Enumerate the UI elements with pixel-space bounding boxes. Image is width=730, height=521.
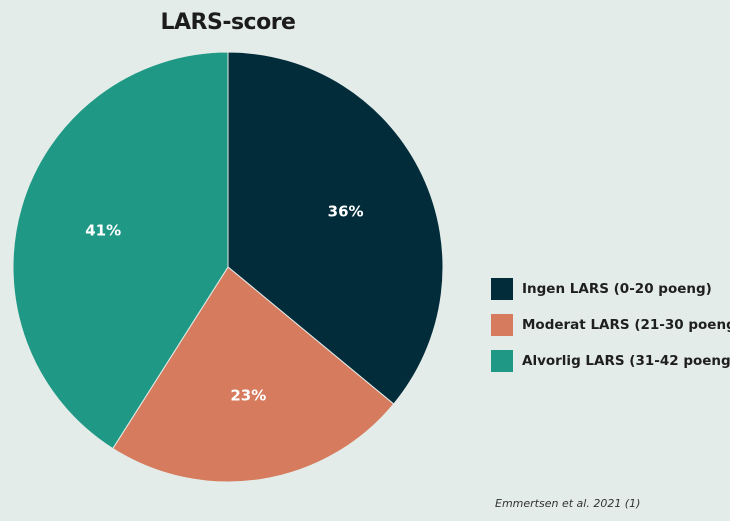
source-note: Emmertsen et al. 2021 (1) bbox=[495, 497, 641, 510]
pie-slice-moderat bbox=[112, 266, 395, 483]
legend-label-alvorlig: Alvorlig LARS (31-42 poeng) bbox=[522, 353, 730, 369]
legend: Ingen LARS (0-20 poeng) Moderat LARS (21… bbox=[491, 277, 730, 385]
slice-label-alvorlig: 41% bbox=[85, 222, 121, 240]
legend-item-moderat: Moderat LARS (21-30 poeng) bbox=[491, 313, 730, 337]
slice-label-ingen: 36% bbox=[328, 203, 364, 221]
chart-title: LARS-score bbox=[160, 10, 296, 35]
pie-slice-ingen bbox=[227, 51, 444, 405]
legend-label-ingen: Ingen LARS (0-20 poeng) bbox=[522, 281, 712, 297]
legend-swatch-alvorlig bbox=[491, 350, 513, 372]
legend-label-moderat: Moderat LARS (21-30 poeng) bbox=[522, 317, 730, 333]
slice-label-moderat: 23% bbox=[230, 386, 266, 404]
pie-slice-alvorlig bbox=[12, 51, 229, 450]
legend-item-alvorlig: Alvorlig LARS (31-42 poeng) bbox=[491, 349, 730, 373]
legend-swatch-moderat bbox=[491, 314, 513, 336]
legend-swatch-ingen bbox=[491, 278, 513, 300]
legend-item-ingen: Ingen LARS (0-20 poeng) bbox=[491, 277, 730, 301]
